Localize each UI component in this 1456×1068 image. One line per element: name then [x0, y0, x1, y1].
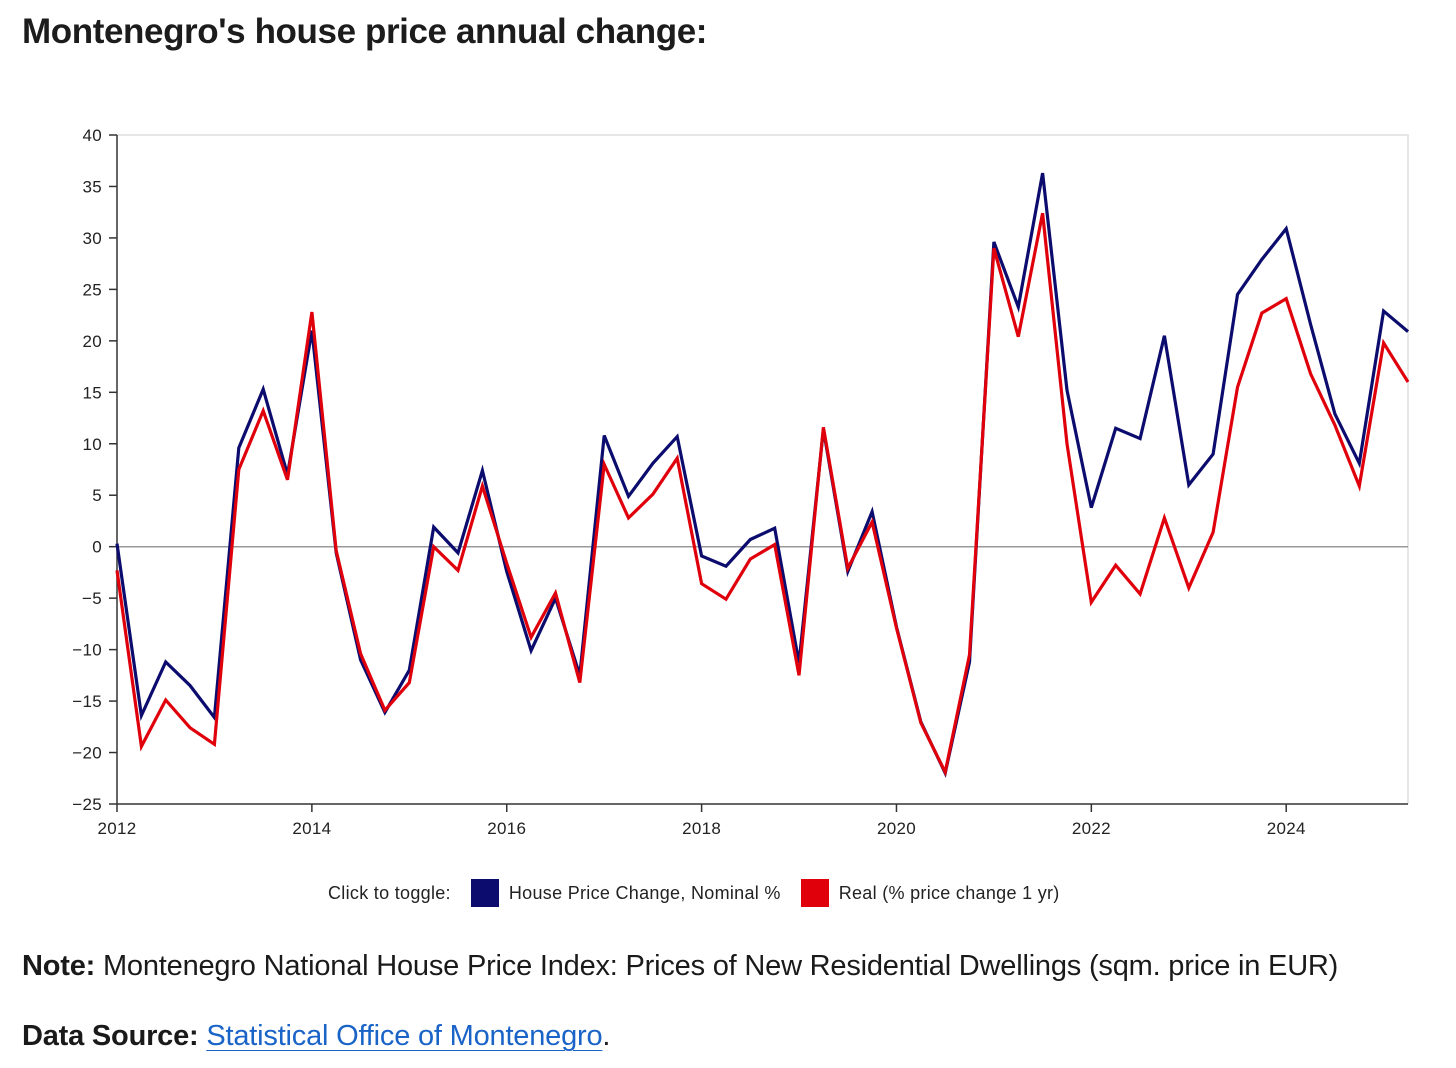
- source-end: .: [602, 1020, 611, 1052]
- legend-item-real[interactable]: Real (% price change 1 yr): [800, 879, 1060, 907]
- y-tick-label: 15: [82, 383, 102, 402]
- note-label: Note:: [22, 950, 96, 982]
- legend-label-real: Real (% price change 1 yr): [838, 882, 1060, 903]
- legend-label-nominal: House Price Change, Nominal %: [508, 882, 781, 903]
- source-link[interactable]: Statistical Office of Montenegro: [206, 1020, 603, 1052]
- y-tick-label: 20: [82, 332, 102, 351]
- legend: Click to toggle: House Price Change, Nom…: [328, 876, 1080, 910]
- series-layer: [115, 172, 1410, 779]
- x-tick-label: 2012: [97, 819, 136, 838]
- data-source: Data Source: Statistical Office of Monte…: [22, 1020, 610, 1053]
- y-tick-label: −20: [72, 744, 102, 763]
- plot-frame: [117, 134, 1409, 804]
- y-tick-label: −25: [72, 795, 102, 814]
- legend-item-nominal[interactable]: House Price Change, Nominal %: [470, 879, 781, 907]
- y-tick-label: −5: [82, 589, 102, 608]
- note: Note: Montenegro National House Price In…: [22, 950, 1338, 983]
- x-tick-label: 2016: [487, 819, 526, 838]
- y-tick-label: 5: [92, 486, 102, 505]
- x-tick-label: 2018: [682, 819, 721, 838]
- y-tick-label: 10: [82, 435, 102, 454]
- x-tick-label: 2014: [292, 819, 331, 838]
- series-line-nominal: [115, 172, 1410, 779]
- x-tick-label: 2020: [877, 819, 916, 838]
- note-text: Montenegro National House Price Index: P…: [102, 950, 1339, 982]
- y-tick-label: 40: [82, 126, 102, 145]
- y-tick-label: −10: [72, 641, 102, 660]
- y-tick-label: 35: [82, 177, 102, 196]
- x-tick-label: 2024: [1267, 819, 1306, 838]
- series-line-real: [115, 212, 1410, 777]
- legend-prefix: Click to toggle:: [328, 882, 451, 903]
- y-tick-label: 30: [82, 229, 102, 248]
- line-chart: 40 35 30 25 20 15 10 5 0 −5 −10 −15 −20 −25 2012 2014 20…: [72, 126, 1410, 838]
- y-tick-label: −15: [72, 692, 102, 711]
- y-tick-label: 25: [82, 280, 102, 299]
- y-tick-label: 0: [92, 538, 102, 557]
- axes-layer: 40 35 30 25 20 15 10 5 0 −5 −10 −15 −20 −25 2012 2014 20…: [72, 126, 1409, 838]
- x-tick-label: 2022: [1072, 819, 1111, 838]
- legend-swatch-nominal: [470, 879, 499, 907]
- source-label: Data Source:: [22, 1020, 199, 1052]
- chart-title: Montenegro's house price annual change:: [22, 12, 708, 51]
- legend-swatch-real: [800, 879, 829, 907]
